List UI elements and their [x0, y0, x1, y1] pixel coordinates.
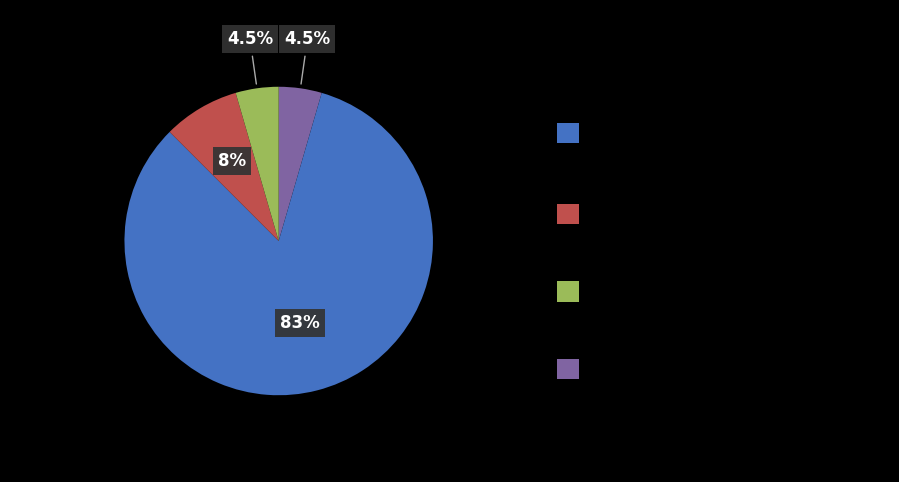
Wedge shape: [170, 93, 279, 241]
Bar: [557, 281, 579, 302]
Text: 4.5%: 4.5%: [284, 30, 331, 84]
Text: 4.5%: 4.5%: [227, 30, 273, 84]
Wedge shape: [124, 93, 433, 395]
Text: 8%: 8%: [218, 152, 245, 170]
Text: White (93 patients): White (93 patients): [604, 125, 752, 141]
Bar: [557, 204, 579, 224]
Text: Other (5 patients): Other (5 patients): [604, 362, 742, 377]
Bar: [557, 359, 579, 379]
Text: Black or African American  (9 patients): Black or African American (9 patients): [604, 206, 899, 222]
Wedge shape: [279, 87, 322, 241]
Bar: [557, 123, 579, 143]
Text: 83%: 83%: [280, 314, 320, 332]
Text: Asian ( 5 patients): Asian ( 5 patients): [604, 284, 744, 299]
Wedge shape: [236, 87, 279, 241]
